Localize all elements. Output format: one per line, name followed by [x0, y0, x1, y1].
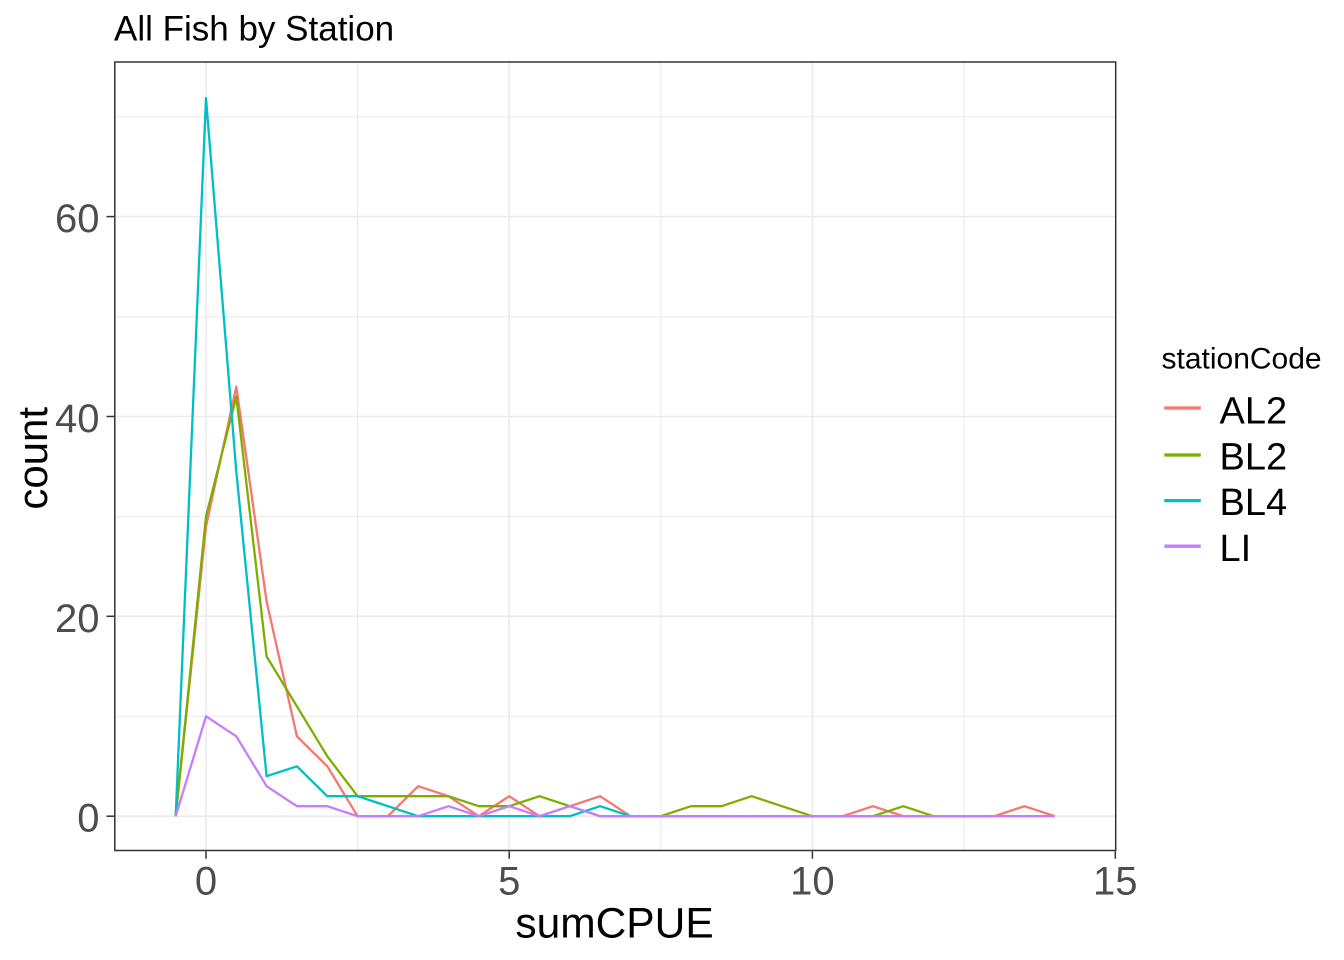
- svg-text:0: 0: [195, 860, 217, 904]
- svg-text:15: 15: [1093, 860, 1138, 904]
- svg-text:60: 60: [55, 197, 100, 241]
- svg-text:stationCode: stationCode: [1162, 343, 1322, 376]
- svg-text:BL2: BL2: [1220, 436, 1288, 478]
- svg-text:10: 10: [790, 860, 835, 904]
- svg-text:40: 40: [55, 397, 100, 441]
- svg-text:20: 20: [55, 597, 100, 641]
- svg-text:sumCPUE: sumCPUE: [515, 901, 713, 948]
- svg-text:0: 0: [77, 797, 99, 841]
- svg-text:count: count: [9, 407, 56, 510]
- svg-text:BL4: BL4: [1220, 482, 1288, 524]
- svg-text:AL2: AL2: [1220, 391, 1288, 433]
- svg-text:5: 5: [498, 860, 520, 904]
- svg-text:All Fish by Station: All Fish by Station: [114, 10, 394, 49]
- svg-text:LI: LI: [1220, 528, 1252, 570]
